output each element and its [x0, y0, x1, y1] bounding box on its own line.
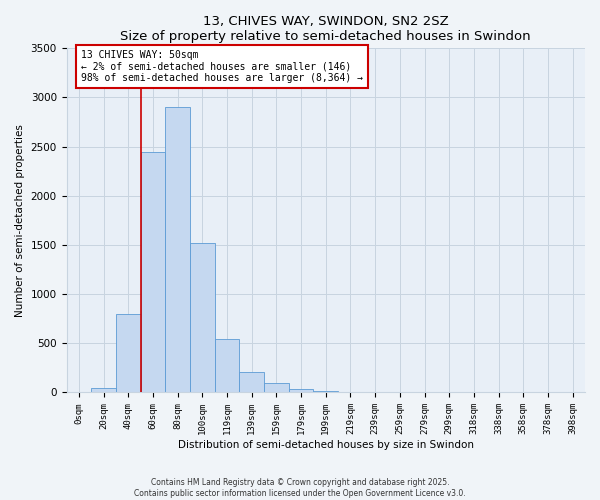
Bar [239, 372, 264, 392]
Bar [91, 388, 116, 392]
Bar [116, 314, 140, 392]
Y-axis label: Number of semi-detached properties: Number of semi-detached properties [15, 124, 25, 317]
Text: Contains HM Land Registry data © Crown copyright and database right 2025.
Contai: Contains HM Land Registry data © Crown c… [134, 478, 466, 498]
Bar [264, 382, 289, 392]
Bar [140, 152, 165, 392]
Bar [190, 243, 215, 392]
Title: 13, CHIVES WAY, SWINDON, SN2 2SZ
Size of property relative to semi-detached hous: 13, CHIVES WAY, SWINDON, SN2 2SZ Size of… [121, 15, 531, 43]
X-axis label: Distribution of semi-detached houses by size in Swindon: Distribution of semi-detached houses by … [178, 440, 474, 450]
Bar [215, 340, 239, 392]
Bar [165, 108, 190, 393]
Bar [289, 388, 313, 392]
Text: 13 CHIVES WAY: 50sqm
← 2% of semi-detached houses are smaller (146)
98% of semi-: 13 CHIVES WAY: 50sqm ← 2% of semi-detach… [82, 50, 364, 84]
